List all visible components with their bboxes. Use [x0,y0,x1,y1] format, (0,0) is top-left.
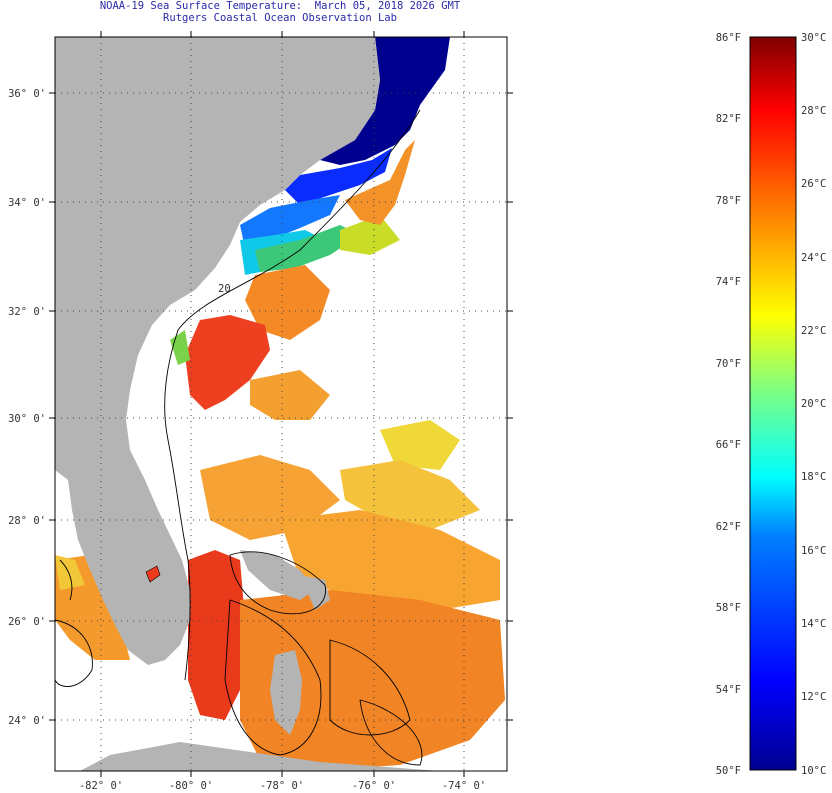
celsius-label: 26°C [801,178,826,190]
celsius-labels: 30°C 28°C 26°C 24°C 22°C 20°C 18°C 16°C … [801,32,826,777]
grand-bahama [240,550,315,600]
graticule [55,37,507,771]
lat-label: 32° 0' [8,306,46,318]
fahrenheit-label: 74°F [716,276,741,288]
celsius-label: 24°C [801,252,826,264]
colorbar-gradient [749,36,797,771]
fahrenheit-label: 78°F [716,195,741,207]
celsius-label: 14°C [801,618,826,630]
sst-orange-southeast [240,590,505,770]
bathymetry-contours [55,109,423,766]
sst-red-straits [188,550,245,720]
lon-label: -80° 0' [169,780,213,792]
fahrenheit-label: 82°F [716,113,741,125]
fahrenheit-label: 50°F [716,765,741,777]
axis-ticks [49,31,513,777]
celsius-label: 16°C [801,545,826,557]
sst-patches [55,37,505,770]
sst-yellow-gulf-nw [55,555,85,590]
sst-map: 36° 0' 34° 0' 32° 0' 30° 0' 28° 0' 26° 0… [8,31,513,792]
lon-label: -76° 0' [352,780,396,792]
fahrenheit-label: 66°F [716,439,741,451]
lat-label: 28° 0' [8,515,46,527]
lat-label: 30° 0' [8,413,46,425]
sst-blue-ga-bight [240,195,340,248]
land [55,37,440,771]
longitude-labels: -82° 0' -80° 0' -78° 0' -76° 0' -74° 0' [79,780,486,792]
andros-island [270,650,302,735]
colorbar: 86°F 82°F 78°F 74°F 70°F 66°F 62°F 58°F … [716,32,827,777]
florida-peninsula [55,37,380,665]
lat-label: 34° 0' [8,197,46,209]
fahrenheit-label: 86°F [716,32,741,44]
sst-orange-wide-south [280,510,500,610]
sst-yellow-shelf [340,215,400,255]
celsius-label: 30°C [801,32,826,44]
sst-yellow-mid-south [340,460,480,530]
cuba [80,742,440,771]
celsius-label: 12°C [801,691,826,703]
lat-label: 26° 0' [8,616,46,628]
sst-orange-central [245,265,330,340]
fahrenheit-label: 70°F [716,358,741,370]
celsius-label: 22°C [801,325,826,337]
map-frame [54,36,508,772]
contour-label: 20 [218,283,231,295]
lon-label: -74° 0' [442,780,486,792]
latitude-labels: 36° 0' 34° 0' 32° 0' 30° 0' 28° 0' 26° 0… [8,88,46,727]
lake-hotspot [145,565,161,583]
lat-label: 24° 0' [8,715,46,727]
fahrenheit-label: 58°F [716,602,741,614]
fahrenheit-label: 62°F [716,521,741,533]
sst-red-florida-current [185,315,270,410]
map-subtitle: Rutgers Coastal Ocean Observation Lab [163,12,397,24]
fahrenheit-labels: 86°F 82°F 78°F 74°F 70°F 66°F 62°F 58°F … [716,32,741,777]
sst-yellow-patch-east [380,420,460,470]
lon-label: -78° 0' [260,780,304,792]
celsius-label: 20°C [801,398,826,410]
sst-cold-north [320,37,450,165]
map-title: NOAA-19 Sea Surface Temperature: March 0… [99,0,461,12]
lat-label: 36° 0' [8,88,46,100]
sst-cold-carolina [285,148,392,205]
celsius-label: 28°C [801,105,826,117]
lon-label: -82° 0' [79,780,123,792]
celsius-label: 18°C [801,471,826,483]
celsius-label: 10°C [801,765,826,777]
sst-green-shelf [255,225,360,272]
sst-orange-patch-east [250,370,330,420]
sst-orange-east-carolina [345,140,415,225]
fahrenheit-label: 54°F [716,684,741,696]
